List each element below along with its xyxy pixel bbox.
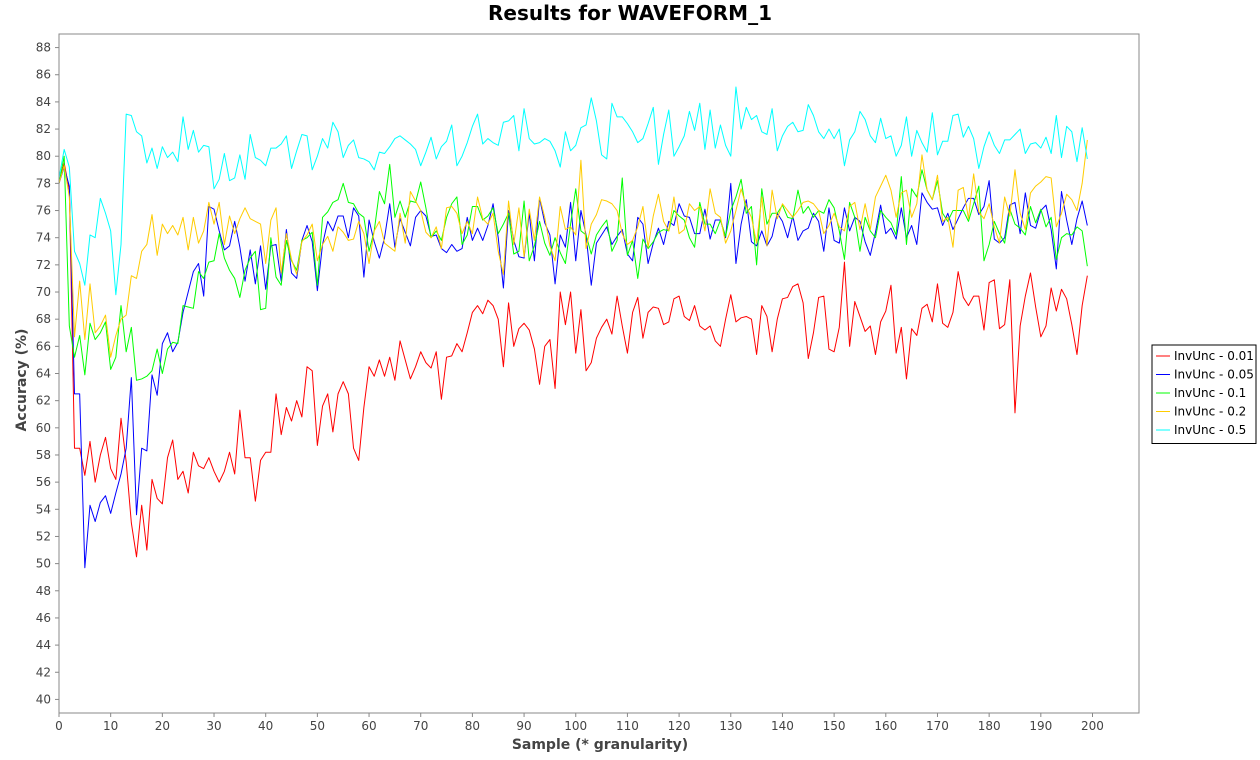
x-tick-label: 100 <box>564 719 587 733</box>
plot-area <box>59 34 1139 713</box>
x-tick-label: 180 <box>978 719 1001 733</box>
series-line-3 <box>58 155 1088 381</box>
x-tick-label: 130 <box>719 719 742 733</box>
y-tick-label: 50 <box>36 557 51 571</box>
y-tick-label: 66 <box>36 339 51 353</box>
y-tick-label: 80 <box>36 149 51 163</box>
x-tick-label: 170 <box>926 719 949 733</box>
legend-label: InvUnc - 0.1 <box>1174 386 1246 400</box>
x-tick-label: 190 <box>1029 719 1052 733</box>
legend-box <box>1151 344 1257 444</box>
x-tick-label: 0 <box>55 719 63 733</box>
legend-label: InvUnc - 0.01 <box>1174 349 1254 363</box>
y-tick-label: 70 <box>36 285 51 299</box>
legend-label: InvUnc - 0.2 <box>1174 405 1246 419</box>
y-tick-label: 86 <box>36 68 51 82</box>
chart-title: Results for WAVEFORM_1 <box>488 1 772 25</box>
x-tick-label: 150 <box>823 719 846 733</box>
x-tick-label: 70 <box>413 719 428 733</box>
x-tick-label: 160 <box>874 719 897 733</box>
legend-label: InvUnc - 0.05 <box>1174 368 1254 382</box>
plot-border <box>58 33 1140 714</box>
x-tick-label: 40 <box>258 719 273 733</box>
x-tick-label: 60 <box>361 719 376 733</box>
y-tick-label: 62 <box>36 394 51 408</box>
x-tick-label: 200 <box>1081 719 1104 733</box>
y-tick-label: 52 <box>36 529 51 543</box>
series-line-5 <box>58 86 1088 296</box>
legend: InvUnc - 0.01 InvUnc - 0.05 InvUnc - 0.1 In… <box>1151 344 1257 444</box>
x-tick-label: 10 <box>103 719 118 733</box>
y-tick-label: 48 <box>36 584 51 598</box>
y-tick-label: 78 <box>36 176 51 190</box>
y-tick-label: 44 <box>36 638 51 652</box>
x-tick-label: 110 <box>616 719 639 733</box>
x-tick-label: 20 <box>155 719 170 733</box>
y-tick-label: 60 <box>36 421 51 435</box>
y-tick-label: 46 <box>36 611 51 625</box>
x-tick-label: 80 <box>465 719 480 733</box>
y-tick-label: 76 <box>36 204 51 218</box>
legend-label: InvUnc - 0.5 <box>1174 423 1246 437</box>
x-axis-label: Sample (* granularity) <box>512 737 688 753</box>
y-tick-label: 54 <box>36 502 51 516</box>
series-line-4 <box>58 139 1088 358</box>
y-tick-label: 84 <box>36 95 51 109</box>
x-tick-label: 120 <box>668 719 691 733</box>
y-tick-label: 42 <box>36 665 51 679</box>
y-tick-label: 58 <box>36 448 51 462</box>
x-tick-label: 30 <box>206 719 221 733</box>
y-tick-label: 82 <box>36 122 51 136</box>
y-axis-ticks: 40 42 44 46 48 50 52 54 56 58 60 62 64 66 68 70 72 74 76 78… <box>36 41 59 706</box>
series-line-1 <box>58 162 1088 558</box>
y-axis-label: Accuracy (%) <box>14 329 30 432</box>
y-tick-label: 88 <box>36 41 51 55</box>
y-tick-label: 56 <box>36 475 51 489</box>
y-tick-label: 72 <box>36 258 51 272</box>
x-tick-label: 50 <box>310 719 325 733</box>
x-axis-ticks: 0 10 20 30 40 50 60 70 80 90 100 110 120 130 140 150 160… <box>55 713 1104 733</box>
y-tick-label: 64 <box>36 367 51 381</box>
y-tick-label: 40 <box>36 692 51 706</box>
x-tick-label: 140 <box>771 719 794 733</box>
x-tick-label: 90 <box>516 719 531 733</box>
y-tick-label: 68 <box>36 312 51 326</box>
series-group <box>58 86 1088 569</box>
y-tick-label: 74 <box>36 231 51 245</box>
